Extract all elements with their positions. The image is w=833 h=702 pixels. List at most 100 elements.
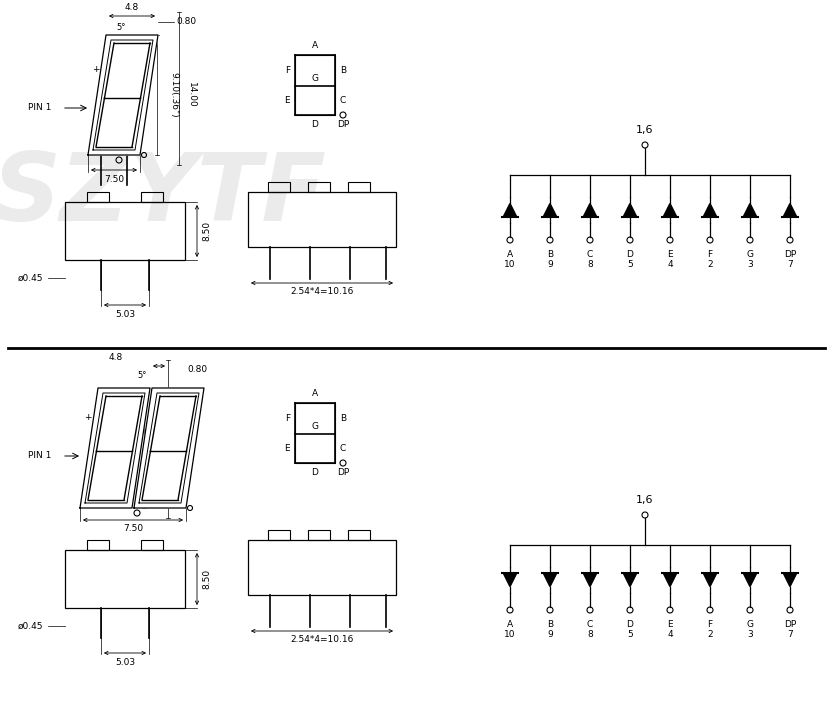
Text: G: G (312, 74, 318, 84)
Bar (308, 530, 330, 540)
Polygon shape (743, 574, 756, 587)
Text: D: D (626, 620, 633, 629)
Text: 5.03: 5.03 (115, 658, 135, 667)
Polygon shape (543, 204, 556, 217)
Text: F: F (707, 620, 712, 629)
Polygon shape (783, 204, 796, 217)
Text: G: G (746, 250, 754, 259)
Text: 10: 10 (504, 630, 516, 639)
Text: 0.80: 0.80 (176, 18, 196, 27)
Polygon shape (543, 574, 556, 587)
Text: 8.50: 8.50 (202, 569, 211, 589)
Text: D: D (312, 468, 318, 477)
Bar (348, 182, 370, 192)
Text: +: + (84, 413, 92, 423)
Text: 7.50: 7.50 (104, 175, 124, 184)
Text: G: G (746, 620, 754, 629)
Bar (268, 530, 290, 540)
Polygon shape (583, 574, 596, 587)
Text: 5°: 5° (116, 23, 126, 32)
Text: 2: 2 (707, 260, 713, 269)
Text: G: G (312, 422, 318, 431)
Text: 7: 7 (787, 260, 793, 269)
Bar (141, 192, 163, 202)
Polygon shape (663, 574, 676, 587)
Text: 4.8: 4.8 (109, 354, 123, 362)
Text: 8: 8 (587, 630, 593, 639)
Text: 9: 9 (547, 260, 553, 269)
Text: 4: 4 (667, 260, 673, 269)
Text: 2.54*4=10.16: 2.54*4=10.16 (291, 635, 354, 644)
Text: B: B (547, 620, 553, 629)
Text: A: A (507, 620, 513, 629)
Bar (65, 550, 185, 608)
Polygon shape (503, 574, 516, 587)
Text: A: A (312, 389, 318, 398)
Text: C: C (587, 250, 593, 259)
Polygon shape (783, 574, 796, 587)
Text: E: E (284, 96, 290, 105)
Bar (295, 403, 335, 463)
Bar (87, 192, 109, 202)
Text: 0.80: 0.80 (187, 366, 207, 374)
Text: PIN 1: PIN 1 (28, 451, 52, 461)
Text: E: E (667, 620, 673, 629)
Text: E: E (284, 444, 290, 453)
Text: A: A (312, 41, 318, 50)
Text: 3: 3 (747, 260, 753, 269)
Polygon shape (139, 393, 199, 503)
Text: D: D (312, 120, 318, 129)
Text: 3: 3 (747, 630, 753, 639)
Text: E: E (667, 250, 673, 259)
Text: 4.8: 4.8 (125, 4, 139, 13)
Polygon shape (88, 35, 158, 155)
Text: 2: 2 (707, 630, 713, 639)
Polygon shape (703, 574, 716, 587)
Text: 7: 7 (787, 630, 793, 639)
Text: +: + (92, 65, 99, 74)
Text: DP: DP (337, 468, 349, 477)
Text: 14.00: 14.00 (176, 435, 185, 461)
Bar (87, 540, 109, 550)
Text: 5°: 5° (137, 371, 147, 380)
Text: 8.50: 8.50 (202, 221, 211, 241)
Polygon shape (134, 388, 204, 508)
Text: F: F (285, 66, 290, 75)
Polygon shape (743, 204, 756, 217)
Text: 9: 9 (547, 630, 553, 639)
Text: ø0.45: ø0.45 (18, 621, 43, 630)
Text: D: D (626, 250, 633, 259)
Bar (248, 540, 396, 595)
Text: 5.03: 5.03 (115, 310, 135, 319)
Text: 9.10(.36"): 9.10(.36") (169, 72, 178, 118)
Text: PIN 1: PIN 1 (28, 103, 52, 112)
Polygon shape (583, 204, 596, 217)
Text: 5: 5 (627, 260, 633, 269)
Polygon shape (80, 388, 150, 508)
Text: DP: DP (784, 250, 796, 259)
Bar (141, 540, 163, 550)
Bar (248, 192, 396, 247)
Text: B: B (340, 66, 347, 75)
Polygon shape (85, 393, 145, 503)
Text: F: F (285, 414, 290, 423)
Bar (348, 530, 370, 540)
Text: ø0.45: ø0.45 (18, 274, 43, 282)
Text: DP: DP (337, 120, 349, 129)
Text: SZYTF: SZYTF (0, 149, 327, 241)
Text: DP: DP (784, 620, 796, 629)
Text: 10: 10 (504, 260, 516, 269)
Text: B: B (547, 250, 553, 259)
Text: C: C (340, 444, 347, 453)
Bar (268, 182, 290, 192)
Text: C: C (587, 620, 593, 629)
Polygon shape (503, 204, 516, 217)
Text: 14.00: 14.00 (187, 82, 196, 108)
Polygon shape (93, 40, 153, 150)
Polygon shape (703, 204, 716, 217)
Polygon shape (623, 574, 636, 587)
Text: C: C (340, 96, 347, 105)
Text: A: A (507, 250, 513, 259)
Text: F: F (707, 250, 712, 259)
Bar (295, 55, 335, 115)
